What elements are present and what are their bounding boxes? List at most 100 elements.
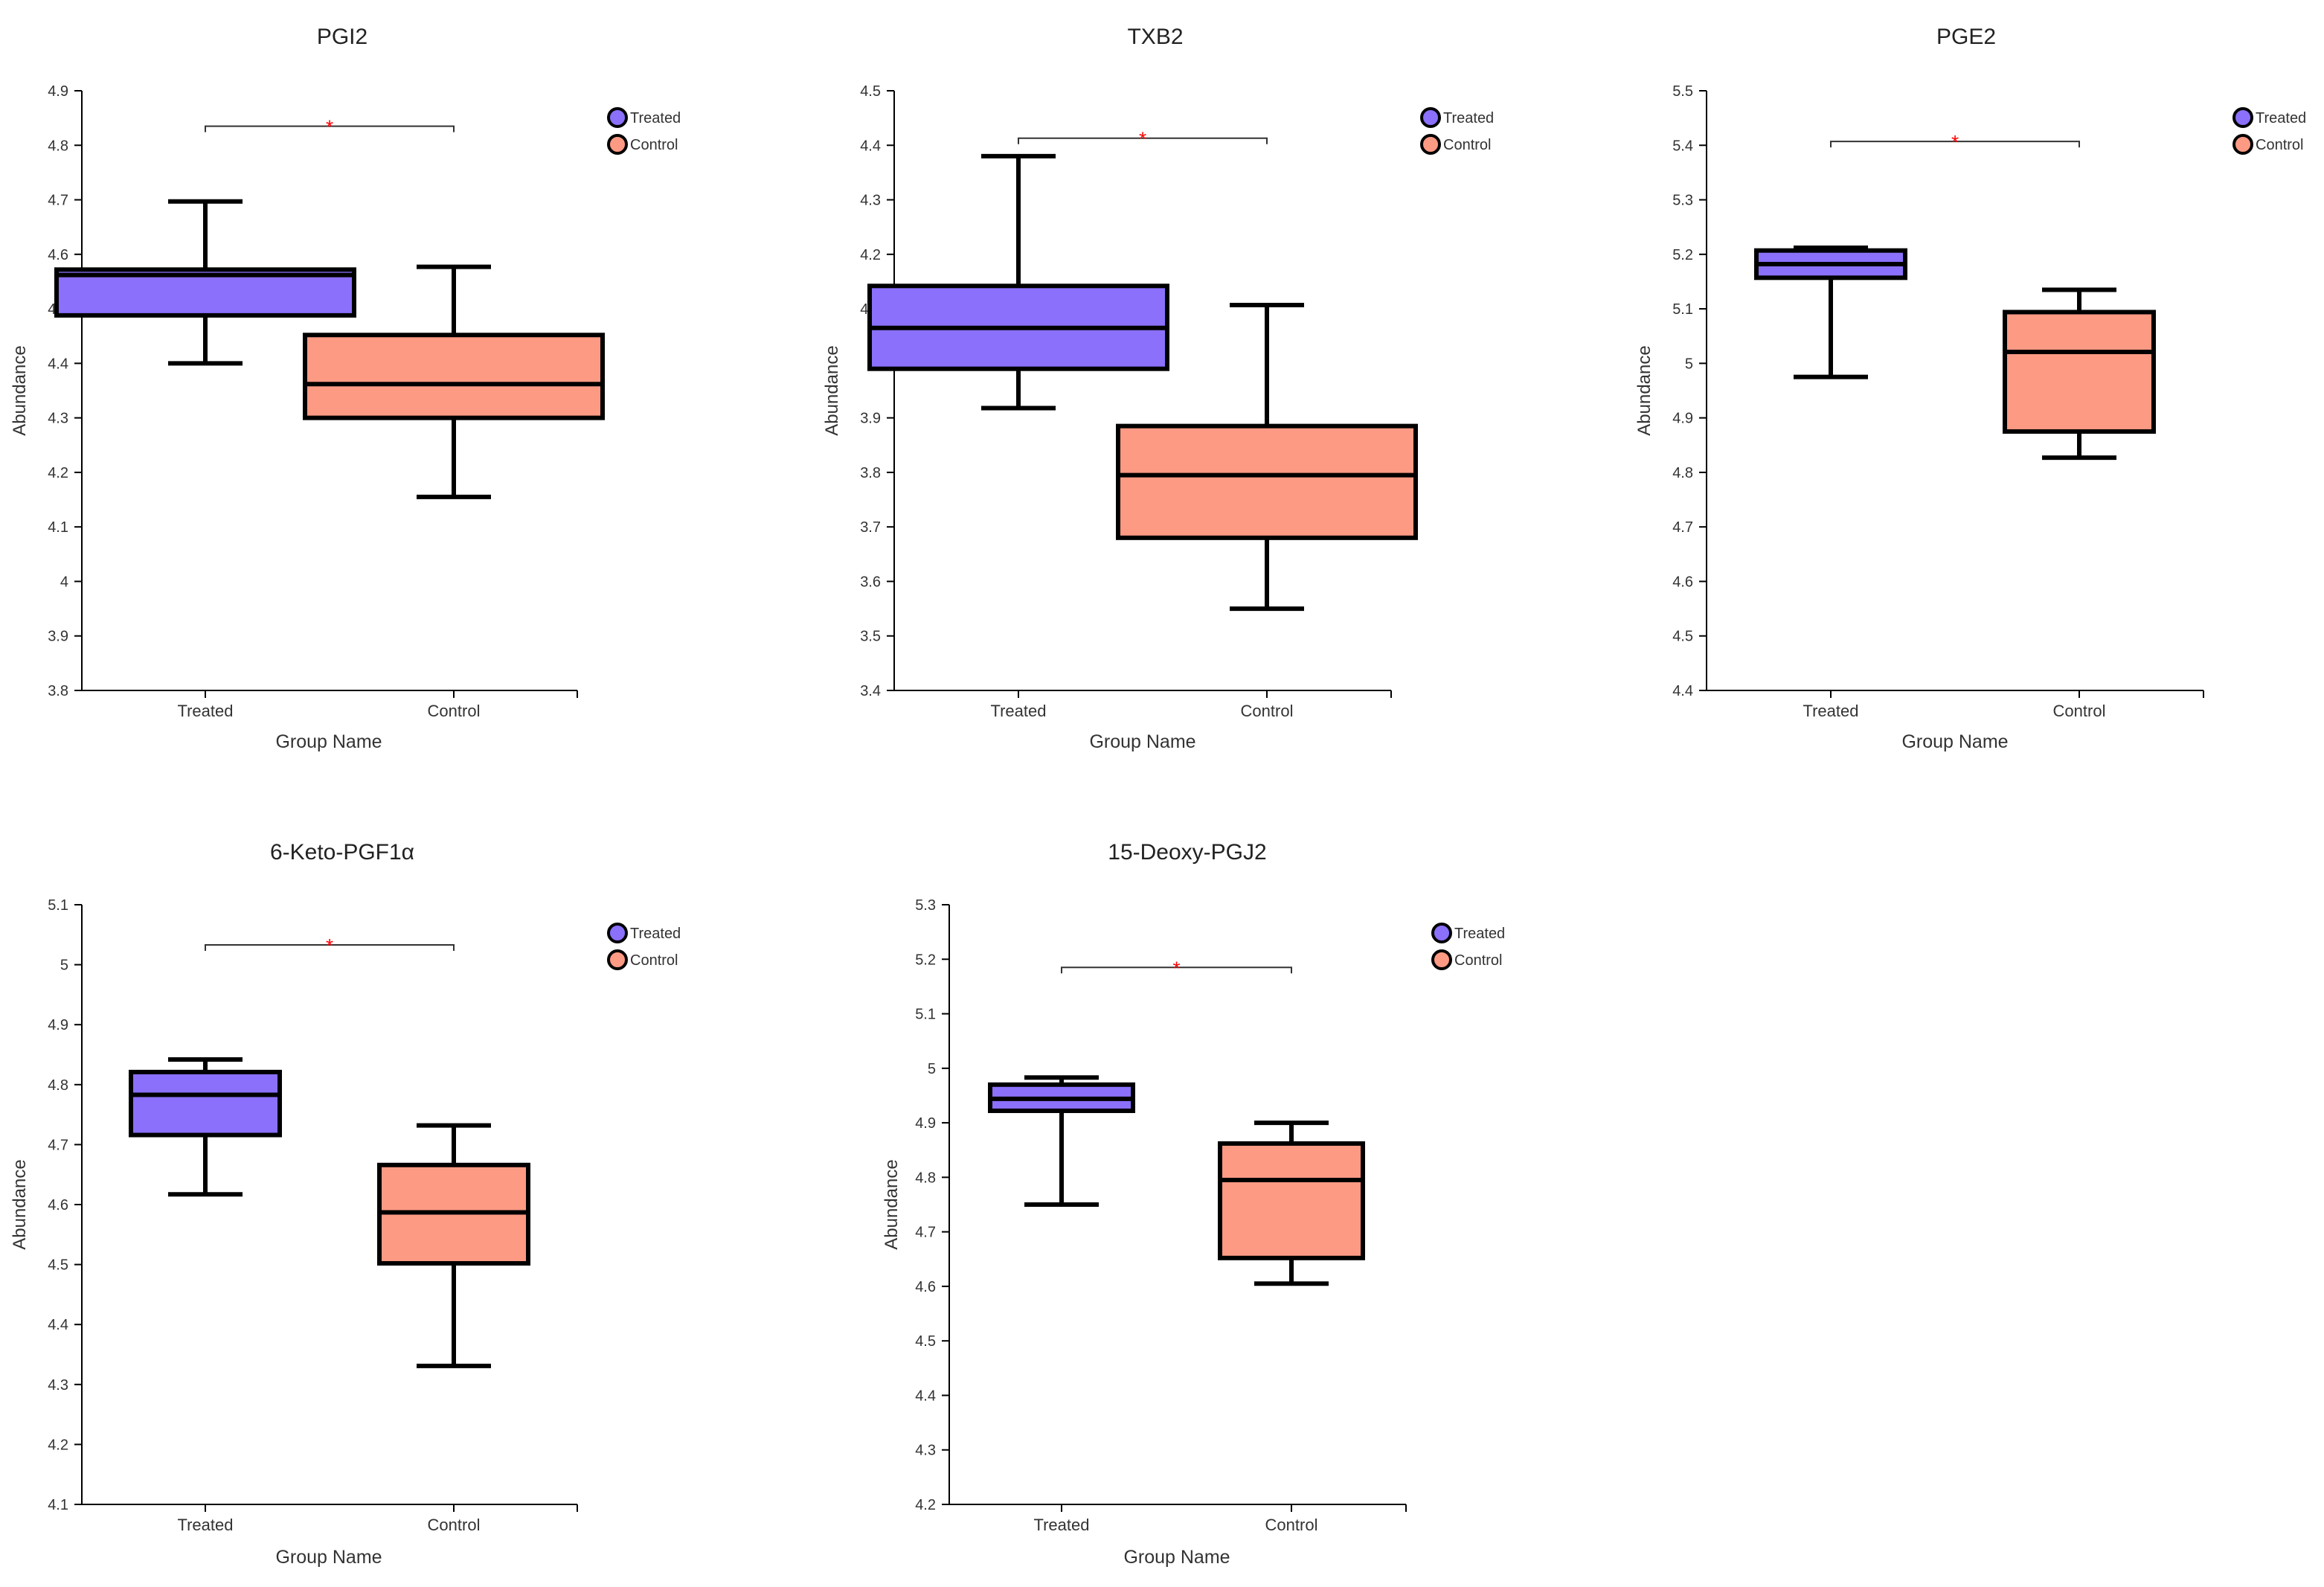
- y-tick-label: 4.7: [915, 1225, 936, 1241]
- box-iqr: [303, 333, 605, 420]
- y-tick-label: 5.4: [1672, 138, 1693, 154]
- x-axis-title: Group Name: [275, 731, 382, 752]
- box-control: [303, 264, 605, 499]
- y-tick-label: 4.6: [48, 1197, 68, 1214]
- legend-marker-control: [1431, 949, 1452, 970]
- y-tick-label: 4.5: [860, 83, 881, 100]
- chart-panel-1: PGI23.83.944.14.24.34.44.54.64.74.84.9Tr…: [10, 25, 681, 752]
- chart-title: 6-Keto-PGF1α: [270, 840, 414, 865]
- x-axis-title: Group Name: [1123, 1547, 1230, 1568]
- significance-star: *: [326, 934, 333, 957]
- y-tick-label: 4.4: [48, 356, 68, 372]
- y-tick-label: 4.7: [48, 193, 68, 209]
- significance-bracket: [205, 944, 455, 951]
- box-control: [1218, 1120, 1365, 1286]
- legend-label: Control: [630, 137, 678, 153]
- y-tick-label: 5: [60, 958, 68, 974]
- box-control: [2003, 287, 2156, 461]
- y-tick-label: 4.2: [915, 1497, 936, 1513]
- significance-star: *: [326, 116, 333, 138]
- y-tick-label: 4.9: [915, 1115, 936, 1132]
- x-tick-label: Treated: [990, 702, 1046, 720]
- y-tick-label: 3.7: [860, 519, 881, 536]
- legend-label: Control: [1454, 952, 1502, 969]
- chart-title: 15-Deoxy-PGJ2: [1108, 840, 1266, 865]
- significance-star: *: [1951, 131, 1959, 153]
- significance-bracket: [205, 125, 455, 132]
- y-tick-label: 3.9: [48, 629, 68, 645]
- y-tick-label: 5: [1685, 356, 1693, 372]
- y-tick-label: 4.4: [1672, 683, 1693, 699]
- y-tick-label: 5.3: [915, 897, 936, 914]
- legend-marker-control: [1420, 134, 1441, 155]
- significance-bracket: [1018, 137, 1268, 144]
- y-axis-title: Abundance: [1634, 345, 1654, 435]
- y-tick-label: 4.9: [1672, 411, 1693, 427]
- y-tick-label: 4.6: [915, 1279, 936, 1295]
- y-tick-label: 4.8: [48, 1077, 68, 1094]
- y-tick-label: 4.3: [860, 193, 881, 209]
- significance-star: *: [1139, 128, 1146, 150]
- legend-marker-control: [607, 949, 628, 970]
- y-tick-label: 4.1: [48, 1497, 68, 1513]
- y-tick-label: 4.3: [48, 411, 68, 427]
- legend-marker-treated: [607, 923, 628, 943]
- y-tick-label: 5.1: [915, 1007, 936, 1023]
- box-iqr: [1116, 423, 1418, 540]
- x-tick-label: Treated: [177, 702, 233, 720]
- legend-marker-control: [2232, 134, 2253, 155]
- legend-label: Treated: [630, 926, 681, 942]
- y-tick-label: 4: [60, 574, 68, 590]
- chart-panel-5: 15-Deoxy-PGJ2 4.2 4.3 4.4 4.5 4.6 4.7 4.8 4.9 5 5.…: [882, 840, 1505, 1568]
- y-tick-label: 4.8: [48, 138, 68, 154]
- y-tick-label: 4.1: [48, 519, 68, 536]
- legend-label: Control: [2256, 137, 2303, 153]
- box-iqr: [129, 1069, 282, 1138]
- box-iqr: [2003, 310, 2156, 434]
- box-treated: [129, 1057, 282, 1197]
- legend-marker-treated: [2232, 107, 2253, 128]
- x-axis-title: Group Name: [1089, 731, 1195, 752]
- y-tick-label: 3.5: [860, 629, 881, 645]
- significance-star: *: [1172, 957, 1180, 979]
- y-tick-label: 4.9: [48, 83, 68, 100]
- y-tick-label: 3.8: [860, 465, 881, 481]
- y-tick-label: 3.9: [860, 411, 881, 427]
- box-control: [1116, 302, 1418, 612]
- y-tick-label: 4.7: [1672, 519, 1693, 536]
- y-tick-label: 4.9: [48, 1017, 68, 1033]
- legend-marker-treated: [1420, 107, 1441, 128]
- y-axis-title: Abundance: [10, 345, 30, 435]
- y-tick-label: 5: [928, 1061, 936, 1077]
- y-tick-label: 4.8: [1672, 465, 1693, 481]
- y-tick-label: 4.8: [915, 1170, 936, 1186]
- y-tick-label: 3.4: [860, 683, 881, 699]
- legend-label: Control: [630, 952, 678, 969]
- y-tick-label: 3.8: [48, 683, 68, 699]
- y-tick-label: 4.6: [48, 247, 68, 263]
- chart-panel-4: 6-Keto-PGF1α 4.1 4.2 4.3 4.4 4.5 4.6 4.7 4.8 4.9 5…: [10, 840, 681, 1568]
- chart-title: PGE2: [1936, 25, 1996, 49]
- x-tick-label: Control: [2053, 702, 2106, 720]
- box-treated: [867, 153, 1169, 411]
- box-control: [377, 1123, 530, 1368]
- x-tick-label: Control: [428, 702, 481, 720]
- x-tick-label: Treated: [177, 1516, 233, 1534]
- y-tick-label: 4.3: [915, 1443, 936, 1459]
- legend-label: Control: [1443, 137, 1491, 153]
- legend-marker-treated: [1431, 923, 1452, 943]
- chart-title: PGI2: [317, 25, 367, 49]
- x-tick-label: Control: [1241, 702, 1294, 720]
- y-tick-label: 4.5: [915, 1333, 936, 1350]
- y-tick-label: 5.1: [48, 897, 68, 914]
- legend-marker-control: [607, 134, 628, 155]
- y-tick-label: 5.5: [1672, 83, 1693, 100]
- x-tick-label: Control: [1265, 1516, 1318, 1534]
- legend-label: Treated: [2256, 110, 2306, 126]
- y-tick-label: 5.2: [915, 952, 936, 968]
- y-tick-label: 5.2: [1672, 247, 1693, 263]
- x-tick-label: Treated: [1803, 702, 1858, 720]
- x-tick-label: Control: [428, 1516, 481, 1534]
- x-tick-label: Treated: [1033, 1516, 1089, 1534]
